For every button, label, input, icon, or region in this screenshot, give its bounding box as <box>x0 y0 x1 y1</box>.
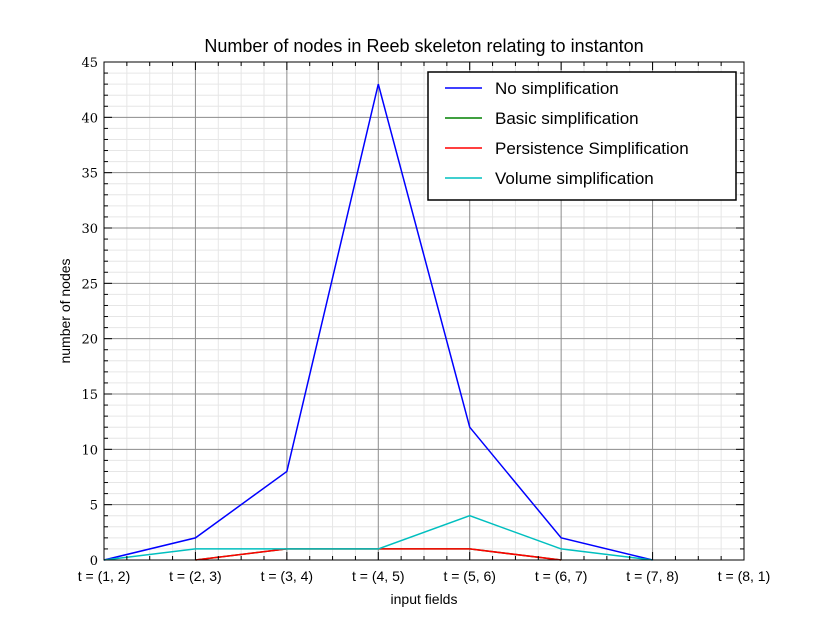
x-tick-label: t = (3, 4) <box>261 568 314 584</box>
series-line-volume-simplification <box>103 514 653 561</box>
x-tick-label: t = (5, 6) <box>443 568 496 584</box>
y-tick-label: 10 <box>81 443 98 458</box>
y-tick-label: 45 <box>81 56 98 71</box>
y-tick-label: 20 <box>81 333 98 348</box>
legend-label-volume-simplification: Volume simplification <box>495 169 654 188</box>
y-tick-label: 5 <box>90 499 98 514</box>
y-tick-label: 35 <box>81 167 98 182</box>
series-layer <box>103 83 653 561</box>
y-tick-label: 0 <box>90 554 98 569</box>
x-tick-label: t = (8, 1) <box>718 568 771 584</box>
x-tick-label: t = (2, 3) <box>169 568 222 584</box>
x-tick-label: t = (4, 5) <box>352 568 405 584</box>
legend-label-no-simplification: No simplification <box>495 79 619 98</box>
y-axis-label: number of nodes <box>57 258 73 363</box>
y-tick-labels: 0 5 10 15 20 25 30 35 40 45 <box>81 56 98 569</box>
legend: No simplification Basic simplification Per… <box>427 71 737 201</box>
x-tick-label: t = (6, 7) <box>535 568 588 584</box>
chart-title: Number of nodes in Reeb skeleton relatin… <box>204 36 643 56</box>
tick-marks <box>103 61 745 561</box>
y-tick-label: 25 <box>81 277 98 292</box>
x-tick-labels: t = (1, 2) t = (2, 3) t = (3, 4) t = (4, 5)… <box>78 568 771 584</box>
y-tick-label: 30 <box>81 222 98 237</box>
x-axis-label: input fields <box>391 591 458 607</box>
legend-label-basic-simplification: Basic simplification <box>495 109 639 128</box>
x-tick-label: t = (1, 2) <box>78 568 131 584</box>
y-tick-label: 40 <box>81 111 98 126</box>
series-line-no-simplification <box>103 83 653 561</box>
x-tick-label: t = (7, 8) <box>626 568 679 584</box>
legend-label-persistence-simplification: Persistence Simplification <box>495 139 689 158</box>
y-tick-label: 15 <box>81 388 98 403</box>
